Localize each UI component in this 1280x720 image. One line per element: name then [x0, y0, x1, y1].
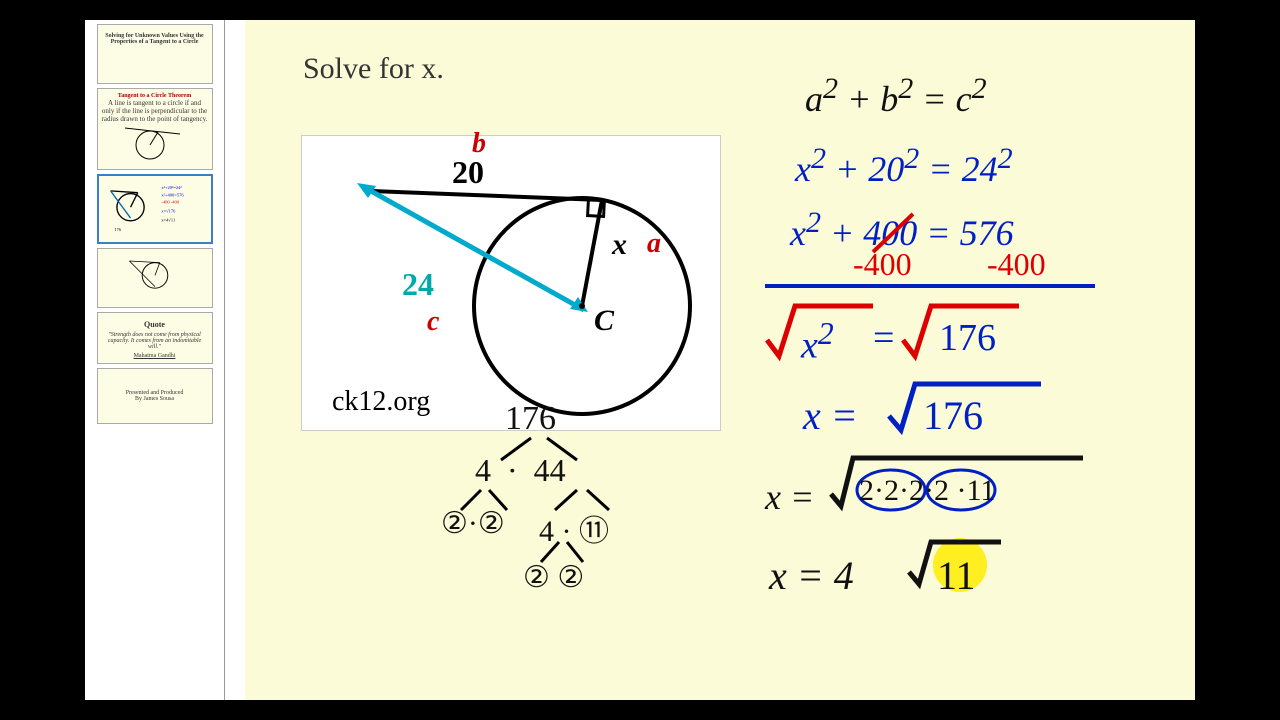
main-slide: Solve for x. b 20 24 c x a C ck12.org a2	[245, 20, 1195, 700]
eq-176b: 176	[923, 392, 983, 439]
tangent-diagram: b 20 24 c x a C ck12.org	[301, 135, 721, 431]
svg-text:x=4√11: x=4√11	[161, 218, 175, 223]
slide-thumb-2[interactable]: Tangent to a Circle Theorem A line is ta…	[97, 88, 213, 170]
eq-final: x = 4	[769, 552, 854, 599]
label-x: x	[612, 228, 627, 262]
credit-line-2: By James Sousa	[102, 396, 208, 402]
slide-thumb-4[interactable]	[97, 248, 213, 308]
slide-thumb-1[interactable]: Solving for Unknown Values Using the Pro…	[97, 24, 213, 84]
quote-body: "Strength does not come from physical ca…	[102, 332, 208, 350]
slide-thumb-6[interactable]: Presented and Produced By James Sousa	[97, 368, 213, 424]
eq-pythagorean: a2 + b2 = c2	[805, 72, 987, 120]
label-24: 24	[402, 266, 434, 303]
slide-thumb-3-active[interactable]: x²+20²=24² x²+400=576 -400 -400 x=√176 x…	[97, 174, 213, 244]
eq-factors: 2·2·2·2 ·11	[859, 474, 995, 508]
slide-title: Solve for x.	[303, 52, 444, 86]
current-slide-icon: x²+20²=24² x²+400=576 -400 -400 x=√176 x…	[103, 180, 207, 238]
eq-sub400-right: -400	[987, 246, 1046, 283]
label-20: 20	[452, 154, 484, 191]
circle-diagram-icon	[102, 123, 208, 163]
svg-text:x²+20²=24²: x²+20²=24²	[161, 185, 182, 190]
diagram-source: ck12.org	[332, 386, 430, 418]
tree-22-bottom: ② ②	[523, 560, 584, 595]
eq-substitute: x2 + 202 = 242	[795, 142, 1013, 190]
label-center: C	[594, 304, 614, 338]
eq-xfactors: x =	[765, 476, 814, 518]
eq-equals: =	[873, 316, 894, 360]
eq-sub400-left: -400	[853, 246, 912, 283]
thumb-body: A line is tangent to a circle if and onl…	[102, 99, 208, 123]
svg-text:-400 -400: -400 -400	[161, 200, 179, 205]
eq-x2: x2	[801, 316, 834, 368]
eq-176: 176	[939, 316, 996, 360]
label-side-a: a	[647, 228, 661, 260]
presentation-frame: Solving for Unknown Values Using the Pro…	[85, 20, 1195, 700]
tree-176: 176	[505, 400, 556, 438]
svg-text:x²+400=576: x²+400=576	[161, 192, 184, 197]
label-side-c: c	[427, 306, 439, 338]
slide-thumb-5[interactable]: Quote "Strength does not come from physi…	[97, 312, 213, 364]
hr-line	[765, 282, 1095, 290]
svg-text:176: 176	[114, 227, 122, 232]
tree-4-44: 4 · 44	[475, 452, 566, 489]
thumb-title: Solving for Unknown Values Using the Pro…	[102, 29, 208, 49]
eq-xsqrt176: x =	[803, 392, 858, 439]
slide-sidebar: Solving for Unknown Values Using the Pro…	[85, 20, 225, 700]
tree-22-left: ②·②	[441, 506, 505, 541]
quote-author: Mahatma Gandhi	[102, 350, 208, 359]
svg-text:x=√176: x=√176	[161, 209, 176, 214]
eq-11: 11	[937, 552, 976, 599]
circle-diagram-icon	[102, 253, 208, 293]
thumb-title: Quote	[102, 317, 208, 332]
